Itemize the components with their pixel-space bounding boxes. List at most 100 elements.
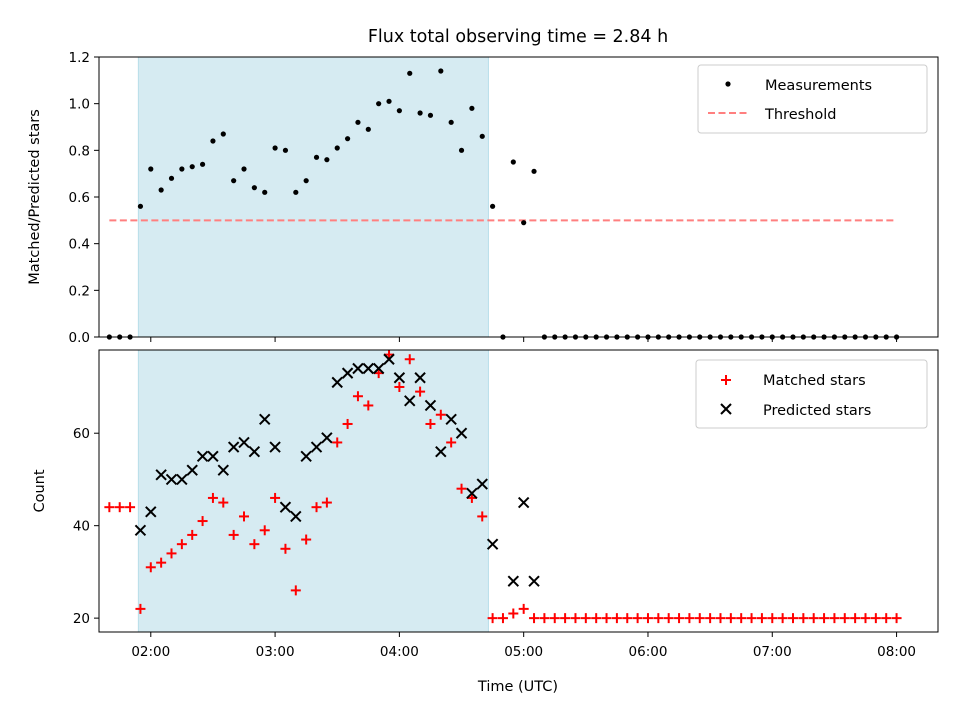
matched-star-point <box>166 548 177 559</box>
legend-predicted-marker-shape <box>720 403 732 415</box>
matched-star-point <box>808 613 819 624</box>
matched-star-point <box>363 400 374 411</box>
matched-star-point <box>311 502 322 513</box>
bottom-legend: Matched stars Predicted stars <box>695 359 928 429</box>
matched-star-point <box>632 613 643 624</box>
matched-star-point <box>425 418 436 429</box>
predicted-star-point <box>393 372 406 384</box>
predicted-star-point <box>248 445 261 458</box>
measurement-point <box>386 98 392 104</box>
predicted-star-point <box>341 367 354 379</box>
predicted-star-point <box>134 524 147 537</box>
measurement-point <box>448 119 454 125</box>
matched-star-point <box>145 562 156 573</box>
matched-star-point <box>642 613 653 624</box>
matched-star-point <box>611 613 622 624</box>
matched-star-point <box>653 613 664 624</box>
matched-star-point <box>560 613 571 624</box>
matched-star-point <box>446 437 457 448</box>
matched-star-point <box>549 613 560 624</box>
predicted-star-point <box>155 469 167 481</box>
measurement-points <box>106 68 900 340</box>
matched-star-point <box>798 613 809 624</box>
measurement-point <box>313 154 320 160</box>
measurement-point <box>479 133 485 139</box>
matched-star-point <box>239 511 250 522</box>
matched-star-point <box>197 516 208 527</box>
measurement-point <box>417 110 423 116</box>
measurement-point <box>396 108 402 114</box>
bottom-x-tick-label: 05:00 <box>504 644 543 660</box>
predicted-star-point <box>476 478 488 490</box>
matched-star-point <box>415 386 426 397</box>
matched-star-point <box>497 613 508 624</box>
matched-star-point <box>125 502 136 513</box>
matched-star-point <box>829 613 840 624</box>
predicted-star-point <box>196 450 209 463</box>
matched-star-point <box>694 613 705 624</box>
matched-star-point <box>777 613 788 624</box>
predicted-star-point <box>424 399 437 412</box>
predicted-star-point <box>372 362 385 375</box>
matched-star-point <box>725 613 736 624</box>
measurement-point <box>293 189 299 195</box>
measurement-point <box>376 101 382 107</box>
matched-star-point <box>218 497 229 508</box>
measurement-point <box>365 126 371 132</box>
matched-star-point <box>187 529 198 540</box>
matched-star-point <box>332 437 343 448</box>
top-y-tick-label: 1.0 <box>69 97 90 113</box>
matched-star-point <box>435 409 446 420</box>
measurement-point <box>531 168 537 174</box>
matched-star-point <box>839 613 850 624</box>
bottom-x-tick-label: 03:00 <box>256 644 295 660</box>
predicted-star-point <box>321 432 333 444</box>
x-axis-label: Time (UTC) <box>477 679 558 695</box>
predicted-star-point <box>517 496 530 509</box>
predicted-star-point <box>362 362 375 375</box>
measurement-point <box>241 166 247 172</box>
predicted-star-point <box>310 441 323 453</box>
matched-star-point <box>404 354 415 365</box>
measurement-point <box>490 203 496 209</box>
measurement-point <box>251 185 257 191</box>
top-legend-box <box>697 64 928 134</box>
predicted-star-point <box>352 362 364 375</box>
predicted-star-point <box>227 441 240 453</box>
matched-star-point <box>705 613 716 624</box>
predicted-star-point <box>404 395 416 407</box>
predicted-star-point <box>165 473 178 486</box>
matched-star-point <box>850 613 861 624</box>
matched-star-point <box>819 613 830 624</box>
predicted-star-point <box>486 538 499 550</box>
bottom-y-axis-label: Count <box>32 469 48 512</box>
matched-star-point <box>684 613 695 624</box>
bottom-x-tick-label: 07:00 <box>753 644 792 660</box>
measurement-point <box>231 178 237 184</box>
matched-star-point <box>787 613 798 624</box>
predicted-star-point <box>279 501 292 513</box>
predicted-star-point <box>414 372 426 384</box>
matched-star-point <box>352 391 363 402</box>
top-y-tick-label: 1.2 <box>69 50 90 66</box>
measurement-point <box>148 166 154 172</box>
matched-star-point <box>622 613 633 624</box>
predicted-star-point <box>259 413 271 426</box>
bottom-x-tick-label: 04:00 <box>380 644 419 660</box>
bottom-shaded-interval <box>137 349 489 633</box>
legend-predicted-label: Predicted stars <box>763 403 871 419</box>
bottom-axes-frame <box>98 349 939 633</box>
matched-star-point <box>674 613 685 624</box>
legend-matched-marker <box>721 375 731 385</box>
measurement-point <box>510 159 516 165</box>
matched-star-point <box>156 557 167 568</box>
matched-star-point <box>249 539 260 550</box>
measurement-point <box>210 138 216 144</box>
top-y-ticks: 0.0 0.2 0.4 0.6 0.8 1.0 1.2 <box>69 50 99 346</box>
matched-star-point <box>529 613 540 624</box>
legend-matched-label: Matched stars <box>763 373 866 389</box>
top-legend: Measurements Threshold <box>697 64 928 134</box>
legend-matched-marker-shape <box>721 375 731 385</box>
predicted-stars-points <box>134 353 540 587</box>
